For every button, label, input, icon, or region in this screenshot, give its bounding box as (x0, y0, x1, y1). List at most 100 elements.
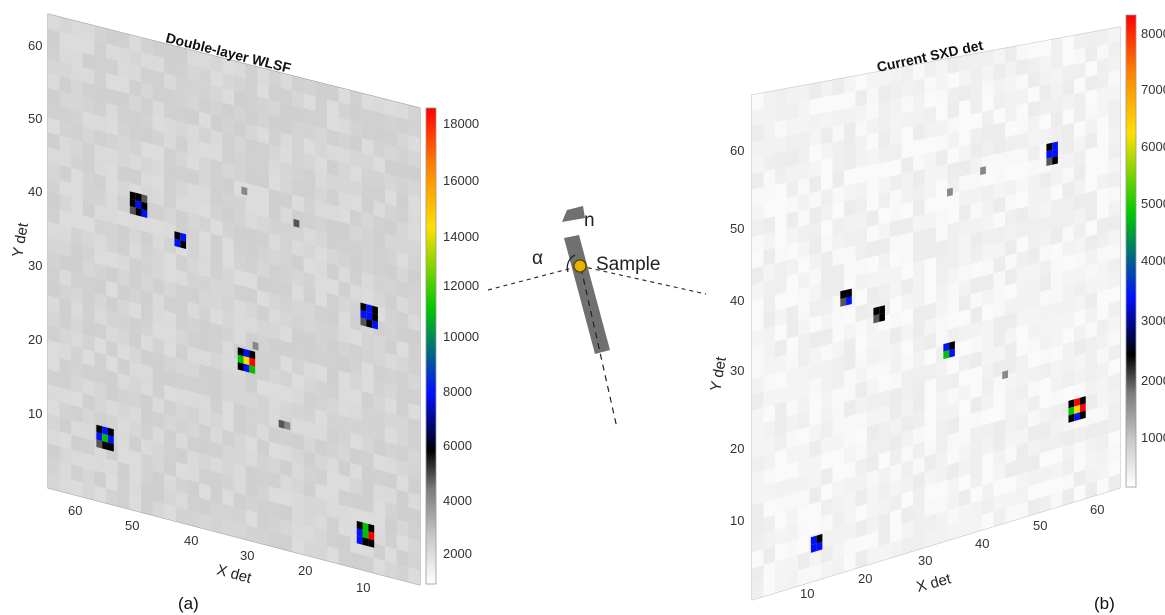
pixel-cell (373, 111, 386, 129)
pixel-cell (1097, 303, 1109, 322)
pixel-cell (890, 447, 902, 467)
pixel-cell (752, 328, 764, 348)
pixel-cell (245, 509, 258, 528)
pixel-cell (936, 359, 948, 378)
pixel-cell (1074, 207, 1086, 226)
pixel-cell (152, 277, 165, 296)
pixel-cell (361, 435, 374, 454)
pixel-cell (1039, 377, 1051, 395)
pixel-cell (280, 385, 293, 403)
pixel-cell (1028, 174, 1040, 192)
pixel-cell (947, 476, 959, 496)
pixel-cell (878, 161, 890, 179)
pixel-cell (901, 308, 913, 327)
pixel-cell (1051, 344, 1063, 363)
pixel-cell (152, 441, 165, 459)
tick-label: 30 (28, 258, 42, 273)
pixel-cell (327, 292, 339, 311)
pixel-cell (970, 425, 982, 444)
pixel-cell (855, 165, 867, 184)
pixel-cell (775, 464, 787, 484)
pixel-cell (821, 250, 833, 269)
pixel-cell (1062, 64, 1074, 82)
pixel-cell (117, 31, 130, 50)
pixel-cell (303, 405, 316, 424)
pixel-cell (798, 224, 810, 243)
pixel-cell (832, 510, 844, 530)
pixel-cell (327, 352, 339, 371)
peak-pixel (1079, 410, 1086, 420)
pixel-cell (959, 338, 971, 357)
peak-pixel (846, 288, 852, 298)
pixel-cell (71, 434, 83, 453)
pixel-cell (809, 501, 821, 521)
pixel-cell (1074, 193, 1086, 211)
peak-pixel (102, 426, 108, 436)
pixel-cell (280, 474, 293, 493)
pixel-cell (129, 108, 141, 127)
pixel-cell (855, 503, 867, 523)
pixel-cell (947, 371, 959, 390)
pixel-cell (1016, 457, 1028, 476)
pixel-cell (878, 405, 890, 424)
pixel-cell (1097, 159, 1109, 177)
peak-pixel (96, 439, 103, 449)
pixel-cell (913, 396, 925, 415)
pixel-cell (1074, 135, 1086, 153)
pixel-cell (210, 515, 223, 534)
pixel-cell (94, 366, 107, 385)
pixel-cell (71, 449, 83, 468)
pixel-cell (385, 516, 397, 535)
pixel-cell (936, 58, 948, 77)
pixel-cell (303, 524, 316, 543)
pixel-cell (1062, 181, 1074, 199)
pixel-cell (141, 82, 153, 100)
pixel-cell (1028, 497, 1040, 516)
pixel-cell (1016, 250, 1028, 269)
pixel-cell (210, 129, 223, 148)
pixel-cell (1108, 401, 1120, 420)
pixel-cell (1108, 185, 1120, 203)
pixel-cell (982, 466, 994, 486)
pixel-cell (280, 444, 293, 463)
pixel-cell (338, 370, 351, 389)
pixel-cell (199, 170, 211, 189)
pixel-cell (1085, 263, 1097, 281)
pixel-cell (315, 527, 327, 546)
pixel-cell (982, 318, 994, 337)
pixel-cell (924, 453, 936, 472)
pixel-cell (1051, 227, 1063, 246)
pixel-cell (303, 495, 316, 514)
peak-pixel (237, 347, 244, 357)
pixel-cell (763, 420, 775, 440)
pixel-cell (152, 114, 165, 133)
pixel-cell (48, 251, 60, 269)
pixel-cell (385, 128, 397, 147)
pixel-cell (844, 476, 856, 495)
pixel-cell (385, 546, 397, 565)
pixel-cell (210, 396, 223, 415)
pixel-cell (373, 274, 386, 293)
pixel-cell (982, 50, 994, 68)
pixel-cell (752, 407, 764, 427)
pixel-cell (763, 467, 775, 487)
pixel-cell (809, 128, 821, 147)
pixel-cell (199, 393, 211, 412)
pixel-cell (385, 367, 397, 386)
pixel-cell (959, 323, 971, 342)
colorbar-tick: 4000 (1141, 253, 1165, 268)
pixel-cell (94, 159, 107, 177)
pixel-cell (1028, 144, 1040, 162)
peak-pixel (873, 306, 880, 316)
pixel-cell (844, 506, 856, 526)
pixel-cell (959, 249, 971, 267)
pixel-cell (280, 295, 293, 314)
pixel-cell (1016, 471, 1028, 490)
pixel-cell (844, 91, 856, 109)
pixel-cell (855, 304, 867, 323)
pixel-cell (832, 479, 844, 499)
pixel-cell (1074, 265, 1086, 284)
pixel-cell (890, 341, 902, 360)
tick-label: 10 (730, 513, 744, 528)
pixel-cell (993, 92, 1005, 110)
